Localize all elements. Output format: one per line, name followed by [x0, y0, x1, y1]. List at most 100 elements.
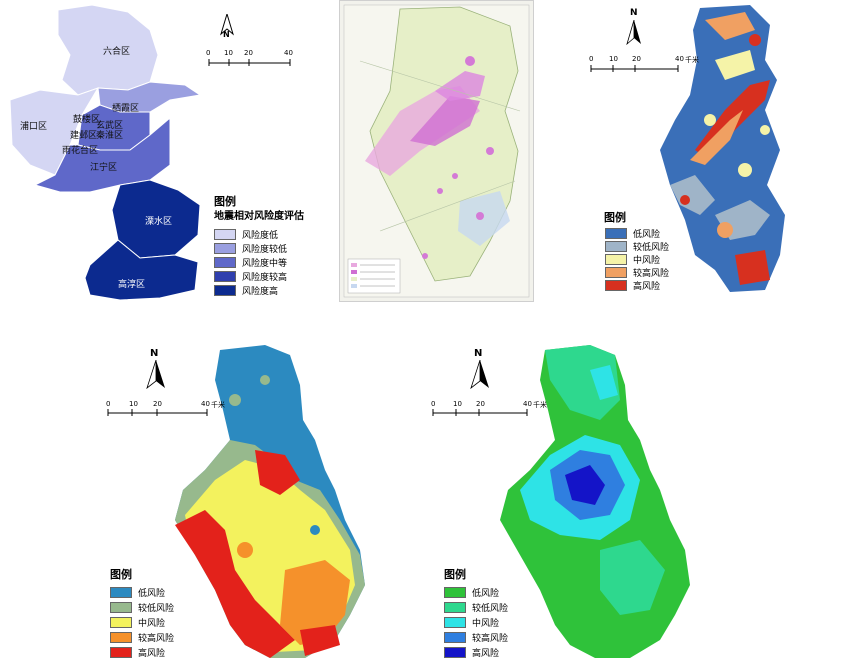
legend-item: 高风险 [444, 646, 500, 659]
north-label: N [474, 348, 483, 359]
legend-label: 低风险 [138, 588, 166, 599]
label-xuanwu: 玄武区 [96, 121, 124, 131]
legend-item: 风险度低 [214, 228, 279, 241]
legend-label: 高风险 [472, 648, 500, 659]
legend-swatch [444, 601, 466, 613]
legend-item: 中风险 [605, 253, 661, 266]
scale-20: 20 [632, 55, 641, 63]
legend-swatch [444, 586, 466, 598]
risk-raster-map-1 [660, 5, 785, 292]
map-panel-district-risk: 六合区 栖霞区 浦口区 鼓楼区 玄武区 建邺区 秦淮区 雨花台区 江宁区 溧水区… [0, 0, 330, 310]
scale-unit: 千米 [685, 56, 699, 64]
north-label: N [150, 348, 159, 359]
scale-10: 10 [453, 400, 462, 408]
map-panel-risk-raster-1: N 0 10 20 40 千米 图例 低风险 较低风险 中风险 较高风险 高风险 [585, 0, 852, 300]
legend-swatch [214, 242, 236, 254]
legend-swatch [605, 279, 627, 291]
scale-20: 20 [244, 49, 253, 57]
label-qinhuai: 秦淮区 [96, 131, 124, 141]
legend-swatch [110, 601, 132, 613]
legend-swatch [110, 586, 132, 598]
legend-title: 图例 [214, 195, 236, 208]
legend-title: 图例 [604, 211, 626, 224]
legend-swatch [110, 631, 132, 643]
district-map [9, 4, 202, 301]
risk-raster-map-2 [175, 345, 365, 658]
legend-item: 风险度中等 [214, 256, 288, 269]
legend-item: 低风险 [110, 586, 166, 599]
label-gaochun: 高淳区 [118, 280, 146, 290]
landuse-map [343, 4, 530, 298]
legend-label: 中风险 [138, 618, 166, 629]
legend-swatch [214, 270, 236, 282]
label-yuhuatai: 雨花台区 [62, 146, 99, 156]
label-gulou: 鼓楼区 [73, 115, 101, 125]
legend-swatch [605, 227, 627, 239]
scale-10: 10 [609, 55, 618, 63]
legend-label: 较高风险 [633, 268, 670, 279]
legend-item: 高风险 [605, 279, 660, 292]
legend-swatch [110, 646, 132, 658]
legend-item: 低风险 [605, 227, 661, 240]
legend-label: 中风险 [633, 255, 661, 266]
legend-label: 低风险 [472, 588, 500, 599]
legend-label: 较高风险 [138, 633, 175, 644]
north-arrow-icon [146, 360, 165, 390]
scale-0: 0 [106, 400, 111, 408]
legend-item: 较低风险 [605, 240, 669, 253]
map-panel-risk-raster-3: N 0 10 20 40 千米 图例 低风险 较低风险 中风险 较高风险 高风险 [431, 340, 735, 666]
scale-0: 0 [589, 55, 594, 63]
legend-title: 图例 [444, 568, 466, 581]
scale-bar [107, 409, 208, 416]
legend-label: 较高风险 [472, 633, 509, 644]
label-qixia: 栖霞区 [112, 104, 140, 114]
scale-0: 0 [431, 400, 436, 408]
north-label: N [223, 30, 230, 39]
label-lishui: 溧水区 [145, 217, 173, 227]
legend-swatch [214, 256, 236, 268]
legend-swatch [444, 646, 466, 658]
scale-20: 20 [153, 400, 162, 408]
map-panel-risk-raster-2: N 0 10 20 40 千米 图例 低风险 较低风险 中风险 较高风险 高风险 [100, 340, 400, 666]
legend-swatch [605, 253, 627, 265]
north-arrow-icon [626, 20, 641, 46]
district-pukou [9, 87, 100, 176]
north-arrow-icon [470, 360, 489, 390]
scale-40: 40 [201, 400, 210, 408]
legend-item: 风险度高 [214, 284, 278, 297]
scale-20: 20 [476, 400, 485, 408]
legend-item: 较低风险 [444, 601, 508, 614]
legend-item: 较高风险 [444, 631, 509, 644]
legend-label: 低风险 [633, 229, 661, 240]
scale-unit: 千米 [533, 401, 547, 409]
legend-label: 中风险 [472, 618, 500, 629]
legend-label: 风险度中等 [242, 258, 288, 269]
scale-10: 10 [129, 400, 138, 408]
legend-item: 高风险 [110, 646, 165, 659]
legend-swatch [214, 228, 236, 240]
legend-swatch [110, 616, 132, 628]
legend-item: 较高风险 [605, 266, 670, 279]
legend-swatch [605, 240, 627, 252]
scale-0: 0 [206, 49, 211, 57]
legend-label: 风险度低 [242, 230, 279, 241]
map-panel-landuse [339, 0, 534, 302]
legend-title: 图例 [110, 568, 132, 581]
scale-unit: 千米 [211, 401, 225, 409]
label-jianye: 建邺区 [70, 131, 98, 141]
legend-swatch [605, 266, 627, 278]
legend-label: 较低风险 [138, 603, 175, 614]
legend-item: 风险度较低 [214, 242, 287, 255]
label-jiangning: 江宁区 [90, 163, 118, 173]
district-gaochun [84, 239, 199, 301]
legend-label: 风险度较高 [242, 272, 288, 283]
district-lishui [111, 179, 201, 259]
scale-bar [590, 65, 679, 72]
legend-item: 中风险 [444, 616, 500, 629]
risk-raster-map-3 [500, 345, 690, 658]
legend-swatch [214, 284, 236, 296]
label-liuhe: 六合区 [103, 47, 131, 57]
north-label: N [630, 8, 638, 18]
scale-bar [208, 59, 291, 66]
legend-swatch [444, 631, 466, 643]
